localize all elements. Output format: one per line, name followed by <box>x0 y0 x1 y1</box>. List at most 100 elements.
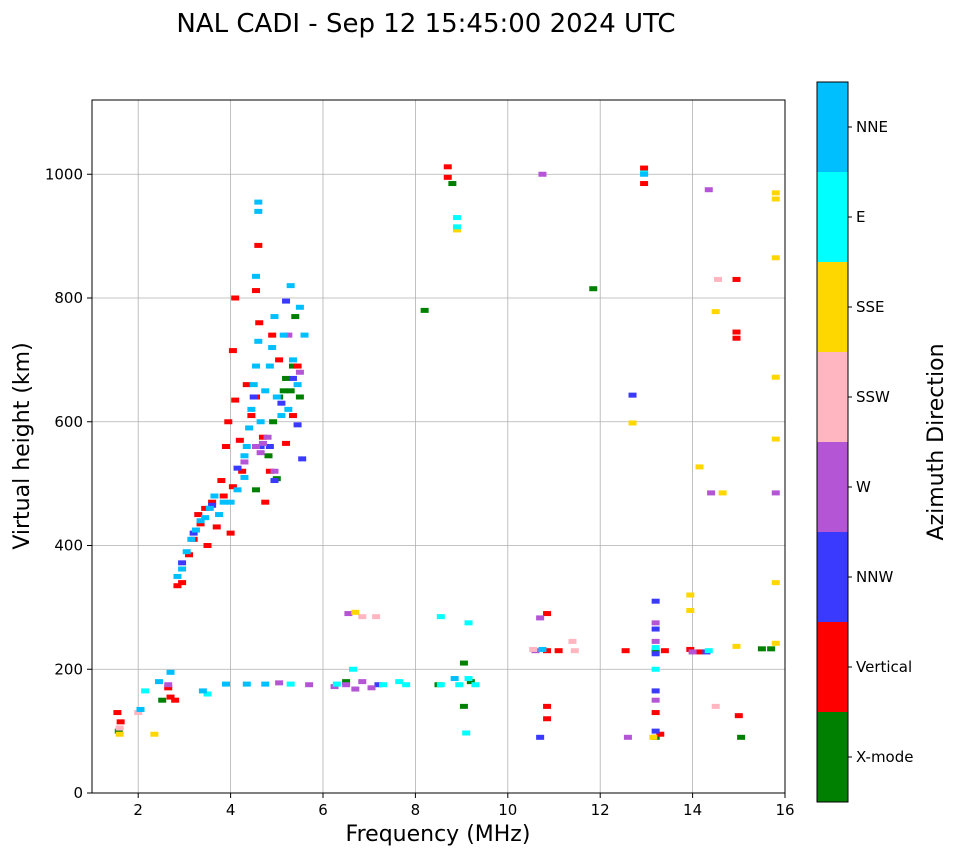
data-point <box>254 208 263 214</box>
data-point <box>686 592 695 598</box>
data-point <box>288 357 297 363</box>
data-point <box>249 382 258 388</box>
data-point <box>452 215 461 221</box>
data-point <box>182 549 191 555</box>
data-point <box>284 406 293 412</box>
data-point <box>224 419 233 425</box>
data-point <box>164 682 173 688</box>
data-point <box>640 165 649 171</box>
colorbar-swatch <box>817 532 848 622</box>
data-point <box>707 490 716 496</box>
data-point <box>114 728 123 734</box>
data-point <box>455 682 464 688</box>
data-point <box>443 174 452 180</box>
data-point <box>178 580 187 586</box>
data-point <box>173 573 182 579</box>
data-point <box>288 413 297 419</box>
data-point <box>282 298 291 304</box>
data-point <box>342 682 351 688</box>
data-point <box>270 314 279 320</box>
data-point <box>536 734 545 740</box>
colorbar-label: NNE <box>856 118 888 136</box>
data-point <box>379 682 388 688</box>
data-point <box>651 626 660 632</box>
data-point <box>277 400 286 406</box>
data-point <box>256 444 265 449</box>
data-point <box>305 682 314 688</box>
colorbar-swatch <box>817 172 848 262</box>
series-ssw <box>115 276 723 731</box>
data-point <box>771 640 780 646</box>
data-point <box>686 607 695 613</box>
colorbar-swatch <box>817 82 848 172</box>
data-point <box>293 382 302 388</box>
data-point <box>711 703 720 709</box>
chart-title: NAL CADI - Sep 12 15:45:00 2024 UTC <box>176 9 675 39</box>
data-point <box>187 536 196 542</box>
data-point <box>208 502 217 508</box>
data-point <box>459 660 468 666</box>
x-tick-label: 10 <box>498 801 517 819</box>
data-point <box>623 734 632 740</box>
data-point <box>221 444 230 449</box>
data-point <box>536 615 545 621</box>
x-tick-label: 2 <box>133 801 143 819</box>
data-point <box>279 332 288 338</box>
data-point <box>254 199 263 205</box>
data-point <box>466 679 475 685</box>
data-point <box>141 688 150 694</box>
x-tick-label: 16 <box>775 801 794 819</box>
data-point <box>231 397 240 403</box>
data-point <box>219 493 228 499</box>
data-point <box>286 681 295 687</box>
data-point <box>203 543 212 548</box>
colorbar-title: Azimuth Direction <box>924 343 949 540</box>
data-point <box>268 332 277 338</box>
data-point <box>344 611 353 617</box>
y-axis-ticks: 0 200 400 600 800 1000 <box>45 165 92 802</box>
data-point <box>459 703 468 709</box>
data-point <box>651 688 660 694</box>
colorbar-label: NNW <box>856 568 893 586</box>
data-point <box>171 697 180 703</box>
data-point <box>464 620 473 626</box>
data-point <box>295 304 304 310</box>
x-axis-label: Frequency (MHz) <box>346 822 531 847</box>
data-point <box>443 164 452 170</box>
data-point <box>656 731 665 737</box>
data-points <box>113 164 780 740</box>
data-point <box>113 710 122 716</box>
data-point <box>420 307 429 313</box>
data-point <box>219 499 228 505</box>
data-point <box>198 688 207 694</box>
data-point <box>233 487 242 493</box>
data-point <box>358 679 367 685</box>
data-point <box>242 444 251 449</box>
data-point <box>203 691 212 697</box>
x-tick-label: 12 <box>591 801 610 819</box>
colorbar-label: E <box>856 208 865 226</box>
data-point <box>351 686 360 692</box>
data-point <box>568 638 577 644</box>
colorbar-label: W <box>856 478 871 496</box>
y-tick-label: 800 <box>54 289 83 307</box>
y-tick-label: 400 <box>54 537 83 555</box>
data-point <box>732 329 741 335</box>
data-point <box>196 518 205 524</box>
data-point <box>589 286 598 292</box>
data-point <box>277 413 286 419</box>
data-point <box>275 357 284 363</box>
data-point <box>228 348 237 354</box>
data-point <box>640 181 649 187</box>
data-point <box>252 363 261 369</box>
data-point <box>154 679 163 685</box>
data-point <box>252 487 261 493</box>
data-point <box>372 614 381 620</box>
data-point <box>695 649 704 655</box>
data-point <box>293 422 302 428</box>
data-point <box>115 725 124 731</box>
series-vertical <box>113 164 743 737</box>
data-point <box>134 710 143 716</box>
data-point <box>256 450 265 456</box>
data-point <box>651 728 660 734</box>
